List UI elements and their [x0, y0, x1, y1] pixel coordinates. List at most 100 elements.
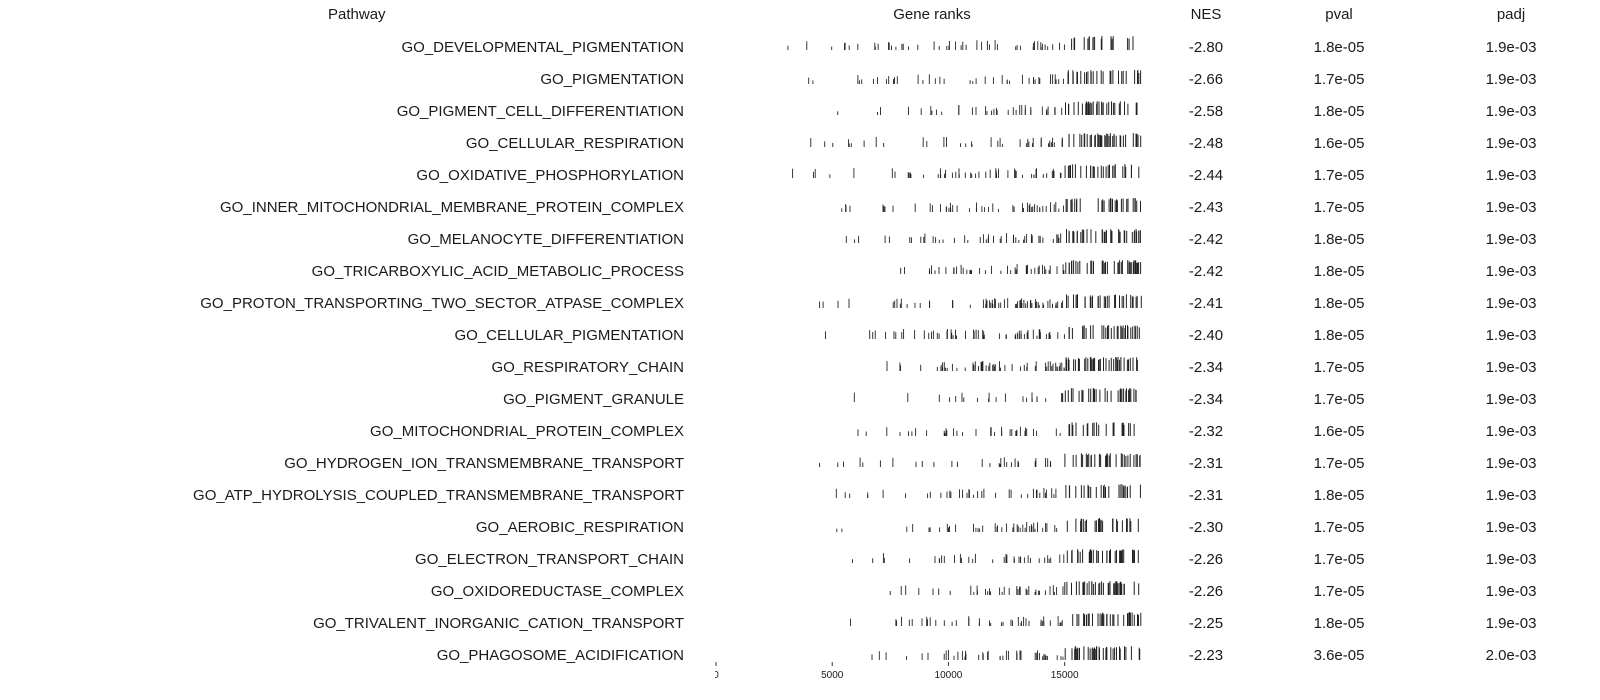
pval-value: 1.8e-05 — [1313, 327, 1365, 344]
pval-value: 1.7e-05 — [1313, 199, 1365, 216]
gene-rank-barcode — [819, 453, 1141, 467]
gene-rank-barcode — [889, 581, 1140, 595]
pathway-name: GO_OXIDATIVE_PHOSPHORYLATION — [416, 167, 684, 184]
gene-rank-barcode — [853, 388, 1137, 402]
gene-rank-barcode — [852, 549, 1139, 563]
nes-value: -2.31 — [1188, 455, 1224, 472]
table-row: GO_HYDROGEN_ION_TRANSMEMBRANE_TRANSPORT -… — [0, 448, 1600, 480]
gene-rank-barcode — [819, 294, 1142, 308]
padj-value: 1.9e-03 — [1485, 327, 1537, 344]
pval-value: 1.7e-05 — [1313, 551, 1365, 568]
gene-rank-barcode — [900, 260, 1142, 274]
pathway-name: GO_HYDROGEN_ION_TRANSMEMBRANE_TRANSPORT — [284, 455, 684, 472]
table-row: GO_CELLULAR_RESPIRATION -2.48 1.6e-05 1.9e-… — [0, 128, 1600, 160]
pathway-name: GO_TRIVALENT_INORGANIC_CATION_TRANSPORT — [313, 615, 684, 632]
nes-value: -2.30 — [1188, 519, 1224, 536]
pathway-name: GO_INNER_MITOCHONDRIAL_MEMBRANE_PROTEIN_… — [220, 199, 684, 216]
nes-value: -2.48 — [1188, 135, 1224, 152]
padj-value: 1.9e-03 — [1485, 135, 1537, 152]
gene-rank-barcode — [825, 325, 1140, 339]
pathway-name: GO_PHAGOSOME_ACIDIFICATION — [436, 647, 684, 664]
gene-rank-barcode — [841, 198, 1141, 212]
pathway-name: GO_PIGMENT_CELL_DIFFERENTIATION — [396, 103, 684, 120]
header-nes: NES — [1190, 6, 1222, 23]
gene-rank-barcode — [836, 518, 1139, 532]
padj-value: 1.9e-03 — [1485, 39, 1537, 56]
pathway-name: GO_ELECTRON_TRANSPORT_CHAIN — [415, 551, 684, 568]
pathway-name: GO_PROTON_TRANSPORTING_TWO_SECTOR_ATPASE… — [200, 295, 684, 312]
header-pval: pval — [1325, 6, 1353, 23]
nes-value: -2.44 — [1188, 167, 1224, 184]
table-row: GO_OXIDOREDUCTASE_COMPLEX -2.26 1.7e-05 1.9… — [0, 576, 1600, 608]
table-row: GO_PROTON_TRANSPORTING_TWO_SECTOR_ATPASE… — [0, 288, 1600, 320]
pval-value: 1.8e-05 — [1313, 295, 1365, 312]
nes-value: -2.40 — [1188, 327, 1224, 344]
table-row: GO_RESPIRATORY_CHAIN -2.34 1.7e-05 1.9e-03 — [0, 352, 1600, 384]
table-row: GO_AEROBIC_RESPIRATION -2.30 1.7e-05 1.9e-0… — [0, 512, 1600, 544]
gene-rank-barcode — [810, 133, 1142, 147]
padj-value: 1.9e-03 — [1485, 455, 1537, 472]
axis-tick-label: 10000 — [935, 670, 963, 681]
pval-value: 1.8e-05 — [1313, 487, 1365, 504]
table-row: GO_MELANOCYTE_DIFFERENTIATION -2.42 1.8e-0… — [0, 224, 1600, 256]
nes-value: -2.66 — [1188, 71, 1224, 88]
padj-value: 1.9e-03 — [1485, 487, 1537, 504]
pval-value: 1.8e-05 — [1313, 263, 1365, 280]
nes-value: -2.42 — [1188, 263, 1224, 280]
pathway-name: GO_TRICARBOXYLIC_ACID_METABOLIC_PROCESS — [311, 263, 684, 280]
padj-value: 1.9e-03 — [1485, 359, 1537, 376]
table-row: GO_ELECTRON_TRANSPORT_CHAIN -2.26 1.7e-05 1… — [0, 544, 1600, 576]
pathway-name: GO_CELLULAR_RESPIRATION — [465, 135, 684, 152]
axis-tick-label: 5000 — [821, 670, 844, 681]
axis-tick-label: 15000 — [1051, 670, 1079, 681]
nes-value: -2.25 — [1188, 615, 1224, 632]
pathway-name: GO_PIGMENTATION — [540, 71, 684, 88]
nes-value: -2.58 — [1188, 103, 1224, 120]
nes-value: -2.31 — [1188, 487, 1224, 504]
header-padj: padj — [1496, 6, 1526, 23]
pval-value: 1.7e-05 — [1313, 455, 1365, 472]
gene-rank-barcode — [850, 612, 1142, 626]
header-gene-ranks: Gene ranks — [893, 6, 971, 23]
pval-value: 1.6e-05 — [1313, 423, 1365, 440]
pval-value: 1.7e-05 — [1313, 519, 1365, 536]
padj-value: 1.9e-03 — [1485, 295, 1537, 312]
padj-value: 1.9e-03 — [1485, 263, 1537, 280]
pathway-name: GO_MELANOCYTE_DIFFERENTIATION — [407, 231, 684, 248]
pathway-name: GO_MITOCHONDRIAL_PROTEIN_COMPLEX — [370, 423, 684, 440]
gene-rank-barcode — [792, 164, 1140, 178]
pval-value: 3.6e-05 — [1313, 647, 1365, 664]
nes-value: -2.34 — [1188, 391, 1224, 408]
gene-rank-barcode — [835, 484, 1141, 498]
padj-value: 1.9e-03 — [1485, 231, 1537, 248]
gene-rank-barcode — [886, 357, 1138, 371]
pval-value: 1.6e-05 — [1313, 135, 1365, 152]
padj-value: 1.9e-03 — [1485, 551, 1537, 568]
gene-rank-axis: 0 5000 10000 15000 — [715, 662, 1079, 681]
pathway-name: GO_RESPIRATORY_CHAIN — [491, 359, 684, 376]
table-row: GO_PIGMENT_CELL_DIFFERENTIATION -2.58 1.8e… — [0, 96, 1600, 128]
nes-value: -2.80 — [1188, 39, 1224, 56]
nes-value: -2.43 — [1188, 199, 1224, 216]
pval-value: 1.8e-05 — [1313, 103, 1365, 120]
pval-value: 1.7e-05 — [1313, 167, 1365, 184]
pval-value: 1.7e-05 — [1313, 391, 1365, 408]
table-row: GO_PIGMENTATION -2.66 1.7e-05 1.9e-03 — [0, 64, 1600, 96]
pathway-name: GO_AEROBIC_RESPIRATION — [475, 519, 684, 536]
padj-value: 1.9e-03 — [1485, 199, 1537, 216]
gene-rank-barcode — [871, 646, 1141, 660]
pval-value: 1.7e-05 — [1313, 71, 1365, 88]
table-row: GO_PIGMENT_GRANULE -2.34 1.7e-05 1.9e-03 — [0, 384, 1600, 416]
pathway-name: GO_PIGMENT_GRANULE — [503, 391, 684, 408]
gene-rank-barcode — [845, 229, 1141, 243]
pval-value: 1.8e-05 — [1313, 615, 1365, 632]
nes-value: -2.26 — [1188, 551, 1224, 568]
axis-tick-label: 0 — [715, 670, 719, 681]
padj-value: 1.9e-03 — [1485, 583, 1537, 600]
padj-value: 1.9e-03 — [1485, 71, 1537, 88]
padj-value: 1.9e-03 — [1485, 103, 1537, 120]
padj-value: 1.9e-03 — [1485, 615, 1537, 632]
table-row: GO_MITOCHONDRIAL_PROTEIN_COMPLEX -2.32 1.6… — [0, 416, 1600, 448]
gene-rank-barcode — [787, 36, 1134, 50]
pathway-name: GO_ATP_HYDROLYSIS_COUPLED_TRANSMEMBRANE_… — [193, 487, 684, 504]
